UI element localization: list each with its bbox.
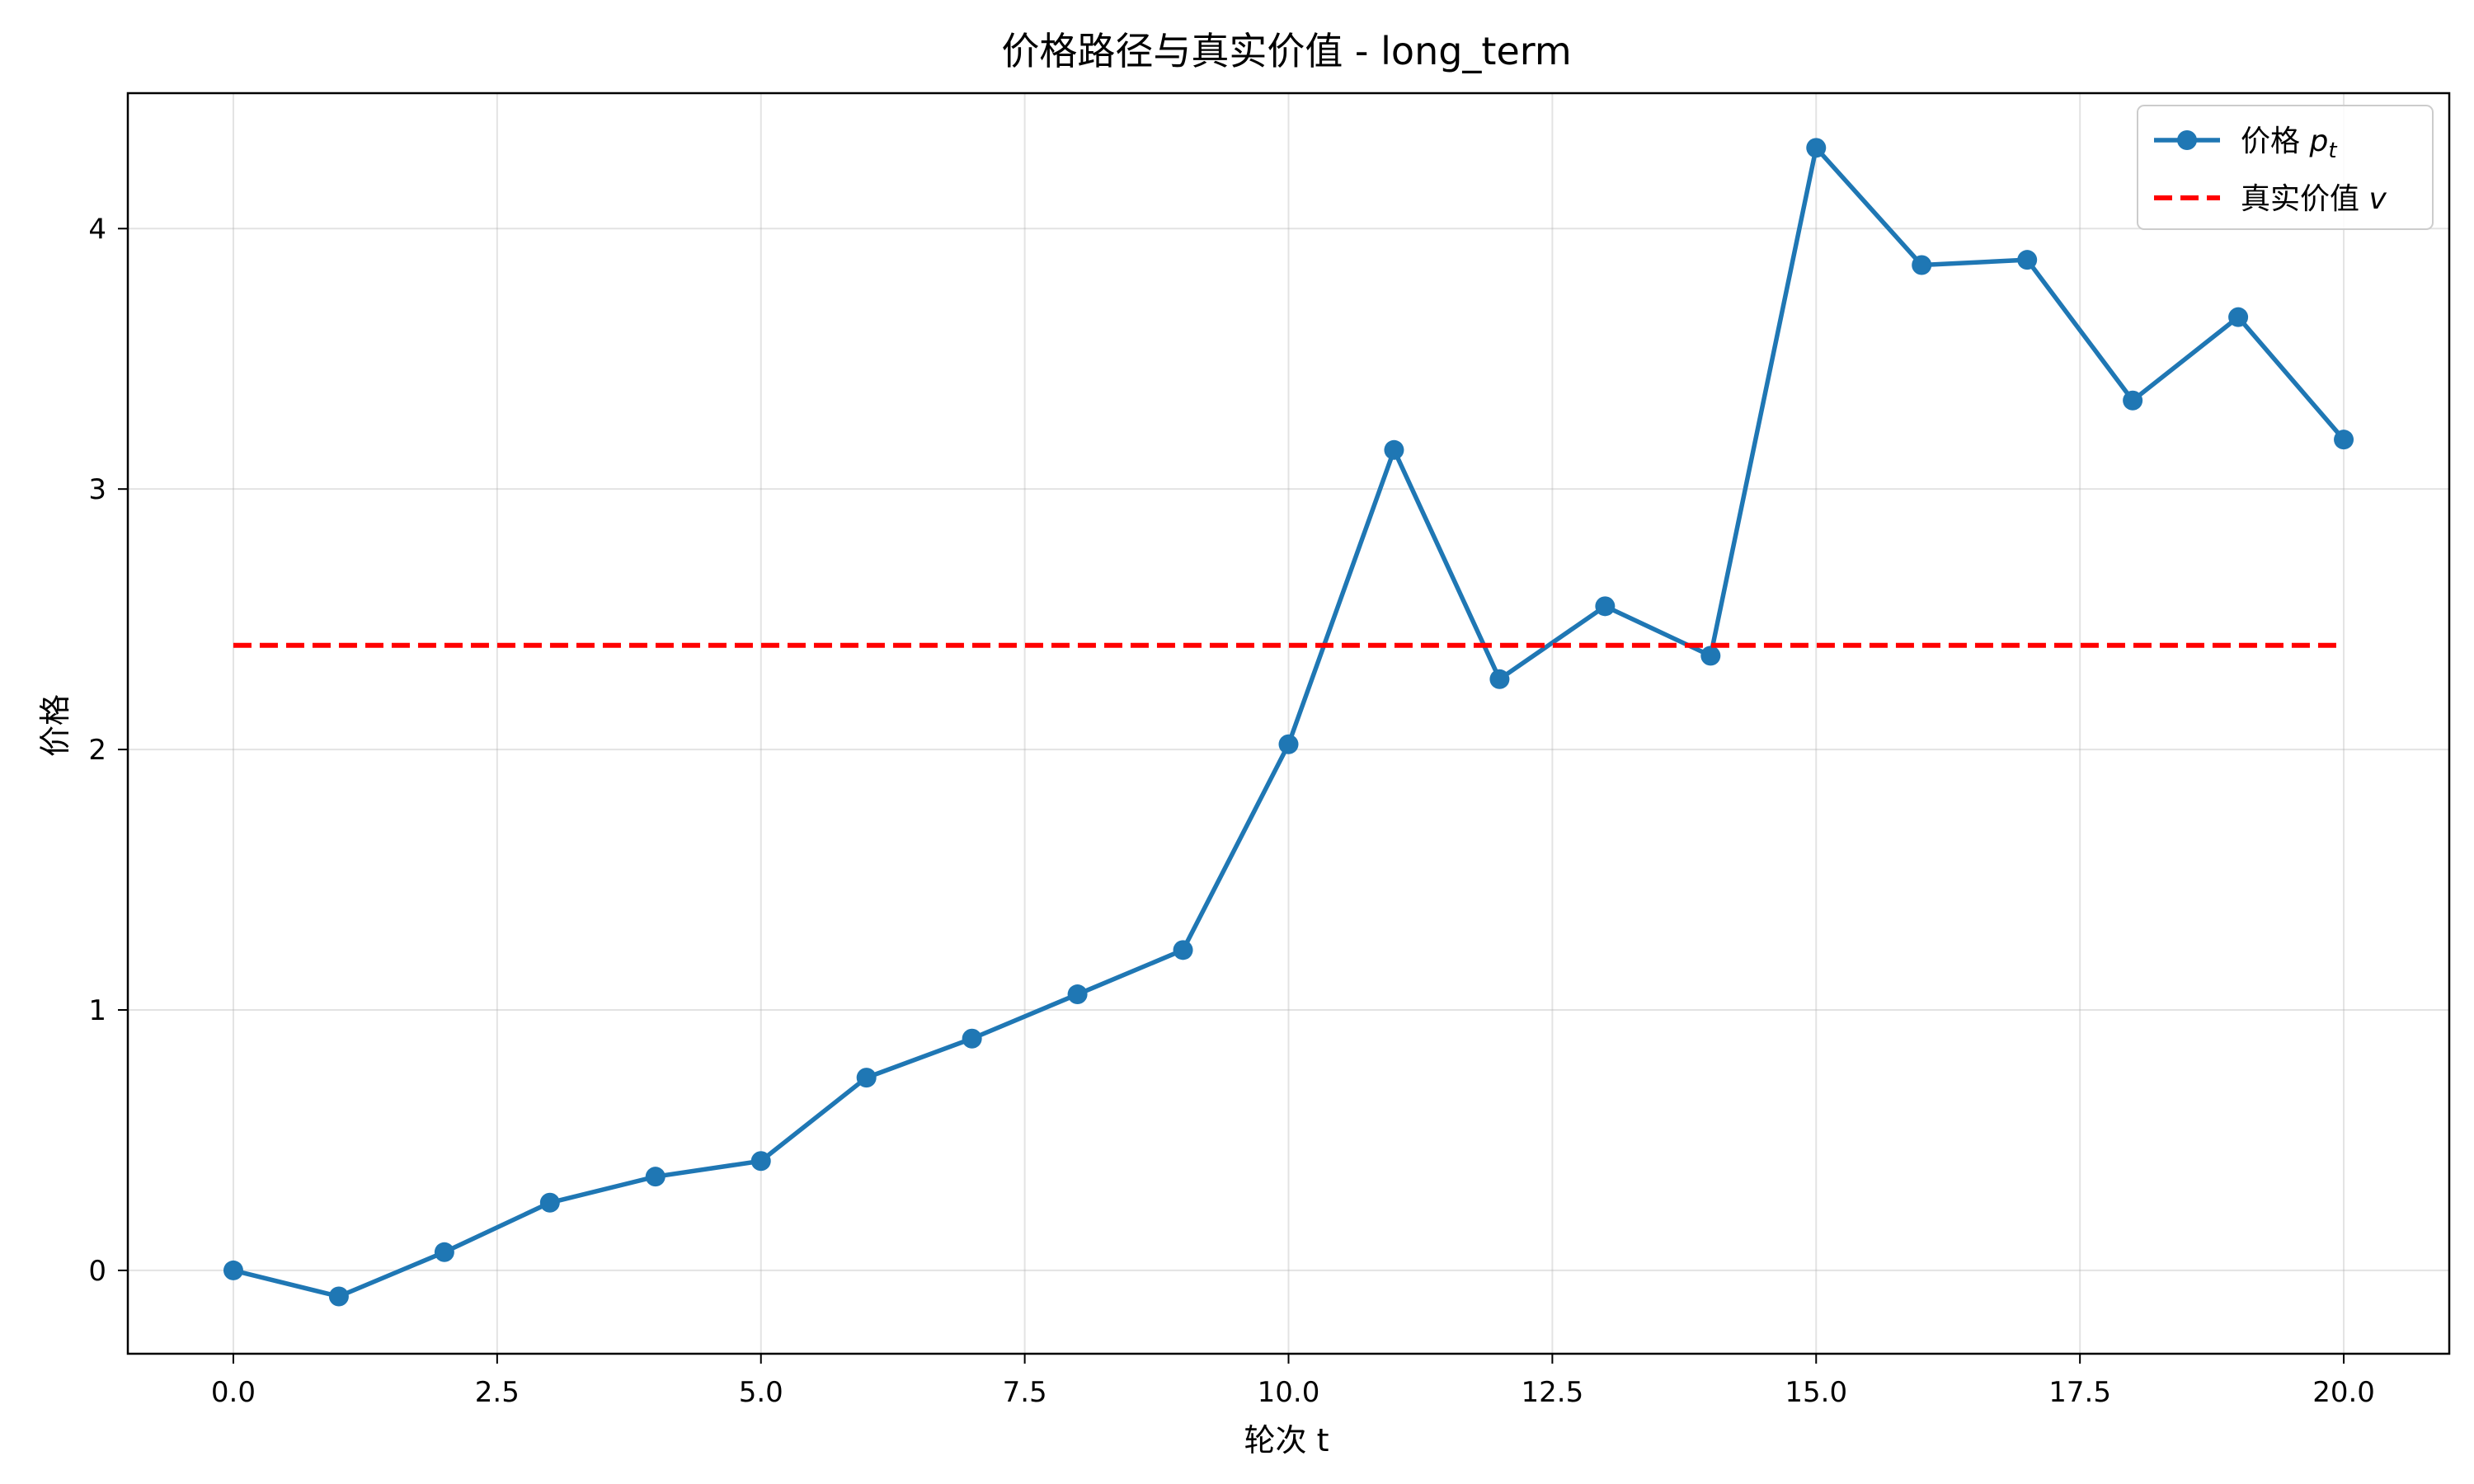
y-tick-label: 1 — [88, 994, 106, 1027]
data-point — [434, 1242, 454, 1262]
x-tick-label: 17.5 — [2048, 1376, 2111, 1409]
legend: 价格 pt 真实价值 v — [2137, 105, 2434, 230]
x-tick-label: 15.0 — [1785, 1376, 1847, 1409]
data-point — [645, 1167, 666, 1187]
legend-label-2: 真实价值 v — [2241, 182, 2387, 216]
data-point — [539, 1192, 560, 1213]
data-point — [328, 1286, 349, 1307]
data-point — [2017, 250, 2038, 270]
legend-label-1: 价格 pt — [2241, 124, 2337, 163]
chart-title: 价格路径与真实价值 - long_term — [1001, 29, 1571, 73]
grid — [128, 93, 2449, 1354]
y-tick-label: 2 — [88, 734, 106, 767]
data-point — [1806, 138, 1827, 158]
y-axis-label: 价格 — [37, 694, 73, 757]
x-tick-label: 20.0 — [2312, 1376, 2375, 1409]
data-point — [1384, 439, 1404, 460]
x-axis-label: 轮次 t — [1244, 1422, 1329, 1458]
x-tick-label: 0.0 — [211, 1376, 256, 1409]
data-point — [1067, 984, 1088, 1005]
data-point — [223, 1260, 243, 1280]
data-point — [1595, 596, 1616, 617]
axis-ticks: 0.0 2.5 5.0 7.5 10.0 12.5 15.0 17.5 20.0 0 1 2 3 4 — [88, 213, 2375, 1409]
data-point — [962, 1028, 982, 1049]
y-tick-label: 0 — [88, 1255, 106, 1288]
legend-marker — [2177, 130, 2197, 150]
data-point — [750, 1151, 771, 1172]
data-point — [1173, 940, 1193, 960]
data-point — [1912, 255, 1932, 275]
plot-series — [223, 138, 2354, 1307]
x-tick-label: 2.5 — [475, 1376, 520, 1409]
y-tick-label: 4 — [88, 213, 106, 246]
data-point — [856, 1068, 877, 1088]
x-tick-label: 7.5 — [1003, 1376, 1047, 1409]
x-tick-label: 5.0 — [739, 1376, 783, 1409]
data-point — [2123, 390, 2143, 411]
x-tick-label: 12.5 — [1522, 1376, 1584, 1409]
x-tick-label: 10.0 — [1258, 1376, 1320, 1409]
data-point — [1278, 734, 1299, 754]
data-point — [1700, 646, 1721, 666]
y-tick-label: 3 — [88, 473, 106, 506]
data-point — [1489, 669, 1510, 689]
data-point — [2334, 430, 2354, 450]
data-point — [2228, 307, 2249, 327]
